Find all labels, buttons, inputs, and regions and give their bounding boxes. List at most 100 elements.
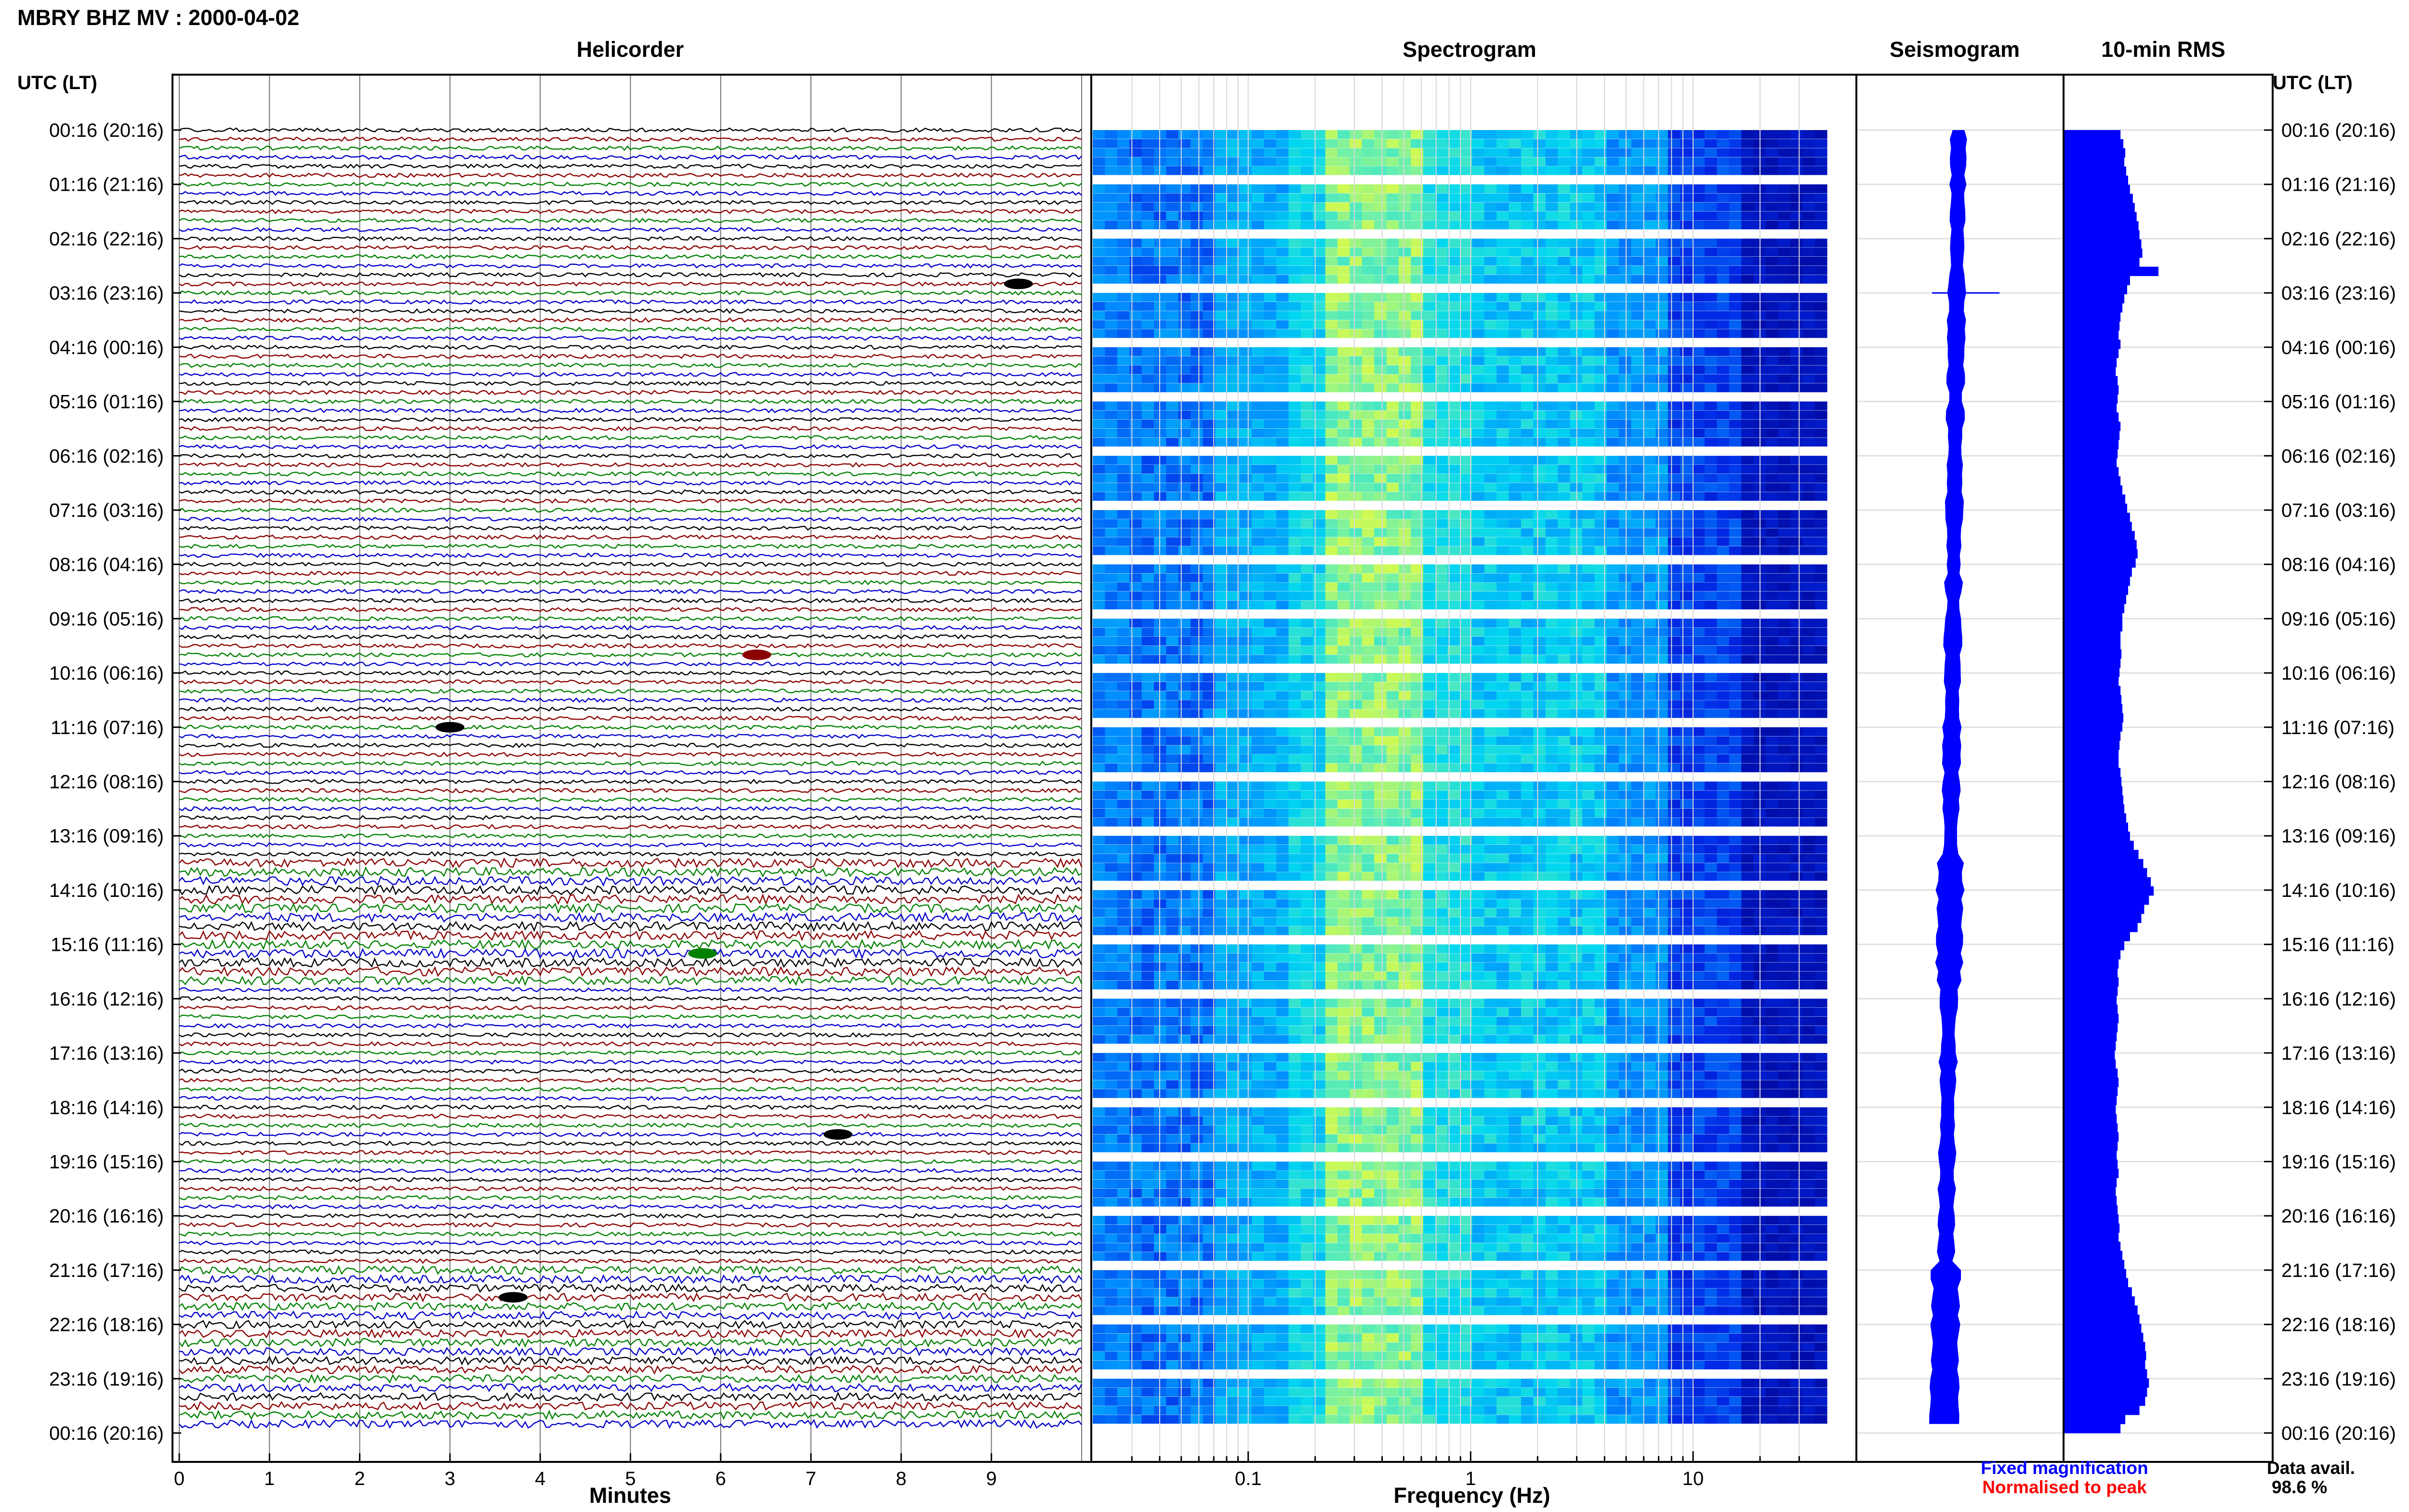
rms-bar (2064, 294, 2125, 303)
helicorder-trace-line (179, 127, 1082, 133)
helicorder-trace-line (179, 344, 1082, 350)
rms-bar (2064, 1150, 2117, 1160)
helicorder-trace-line (179, 911, 1082, 923)
spectrogram-row (1093, 645, 1827, 655)
rms-bar (2064, 722, 2123, 732)
rms-bar (2064, 585, 2128, 595)
data-availability-value: 98.6 % (2272, 1477, 2327, 1497)
helicorder-trace-line (179, 398, 1082, 405)
helicorder-trace-line (179, 299, 1082, 305)
helicorder-trace-line (179, 815, 1082, 821)
helicorder-trace-line (179, 1114, 1082, 1119)
rms-bar (2064, 184, 2130, 194)
rms-bar (2064, 567, 2132, 577)
time-label-right: 10:16 (06:16) (2281, 663, 2396, 684)
rms-bar (2064, 777, 2122, 787)
spectrogram-row (1093, 1071, 1827, 1080)
rms-bar (2064, 385, 2119, 395)
helicorder-event (688, 948, 717, 959)
helicorder-trace-line (179, 1346, 1082, 1357)
helicorder-trace-line (179, 489, 1082, 495)
spectrogram-row (1093, 700, 1827, 709)
spectrogram-row (1093, 211, 1827, 221)
time-label-right: 08:16 (04:16) (2281, 554, 2396, 576)
rms-bar (2064, 412, 2119, 422)
spectrogram-row (1093, 139, 1827, 148)
time-label-left: 08:16 (04:16) (49, 554, 164, 576)
helicorder-trace-line (179, 778, 1082, 785)
helicorder-trace-line (179, 1195, 1082, 1201)
spectrogram-row (1093, 1252, 1827, 1261)
time-label-left: 13:16 (09:16) (49, 826, 164, 847)
rms-bar (2064, 977, 2119, 987)
helicorder-trace-line (179, 145, 1082, 151)
rms-bar (2064, 330, 2119, 340)
helicorder-trace-line (179, 1365, 1082, 1375)
spectrogram-row (1093, 374, 1827, 383)
helicorder-trace-line (179, 209, 1082, 214)
minute-tick-label: 1 (264, 1468, 275, 1489)
helicorder-trace-line (179, 788, 1082, 793)
time-label-right: 11:16 (07:16) (2281, 717, 2395, 738)
spectrogram-row (1093, 1107, 1827, 1117)
spectrogram-row (1093, 1116, 1827, 1125)
rms-bar (2064, 1141, 2118, 1151)
time-label-left: 03:16 (23:16) (49, 283, 164, 304)
helicorder-trace-line (179, 272, 1082, 278)
rms-bar (2064, 1360, 2145, 1370)
helicorder-trace-line (179, 1032, 1082, 1038)
rms-bar (2064, 913, 2142, 923)
spectrogram-row (1093, 257, 1827, 266)
rms-bar (2064, 203, 2135, 212)
panel-frame (2063, 74, 2274, 1463)
spectrogram-row (1093, 293, 1827, 302)
seismogram-heading: Seismogram (1890, 37, 2020, 62)
time-label-right: 14:16 (10:16) (2281, 880, 2396, 901)
rms-bar (2064, 1406, 2140, 1415)
helicorder-trace-line (179, 930, 1082, 941)
helicorder-trace-line (179, 842, 1082, 848)
time-label-left: 21:16 (17:16) (49, 1260, 164, 1281)
rms-bar (2064, 922, 2138, 933)
helicorder-trace-line (179, 1301, 1082, 1312)
helicorder-trace-line (179, 598, 1082, 604)
time-label-right: 04:16 (00:16) (2281, 337, 2396, 358)
helicorder-trace-line (179, 1328, 1082, 1339)
helicorder-trace-line (179, 326, 1082, 332)
rms-bar (2064, 886, 2154, 896)
spectrogram-row (1093, 1089, 1827, 1098)
helicorder-trace-line (179, 986, 1082, 993)
rms-bar (2064, 804, 2125, 814)
helicorder-trace-line (179, 543, 1082, 549)
time-label-left: 09:16 (05:16) (49, 608, 164, 630)
spectrogram-image (1093, 130, 1827, 1424)
rms-bar (2064, 340, 2121, 349)
helicorder-trace-line (179, 866, 1082, 878)
time-label-left: 22:16 (18:16) (49, 1315, 164, 1336)
minute-tick-label: 2 (354, 1468, 365, 1489)
time-label-right: 02:16 (22:16) (2281, 228, 2396, 250)
helicorder-trace-line (179, 444, 1082, 449)
rms-bar (2064, 1369, 2147, 1379)
helicorder-trace-line (179, 679, 1082, 685)
helicorder-trace-line (179, 1204, 1082, 1210)
rms-bar (2064, 649, 2122, 659)
rms-bar (2064, 1241, 2121, 1251)
spectrogram-row (1093, 872, 1827, 881)
helicorder-trace-line (179, 824, 1082, 829)
time-label-right: 19:16 (15:16) (2281, 1151, 2396, 1172)
spectrogram-row (1093, 1053, 1827, 1062)
rms-bar (2064, 1123, 2118, 1133)
rms-bar (2064, 1214, 2119, 1224)
spectrogram-heading: Spectrogram (1403, 37, 1536, 62)
spectrogram-row (1093, 790, 1827, 800)
rms-bar (2064, 640, 2121, 650)
seismogram-trace (1929, 130, 1999, 1424)
helicorder-trace-line (179, 1265, 1082, 1275)
helicorder-trace-line (179, 1258, 1082, 1264)
rms-bar (2064, 786, 2123, 796)
helicorder-trace-line (179, 902, 1082, 914)
rms-bar (2064, 458, 2117, 468)
helicorder-trace-line (179, 1131, 1082, 1137)
time-label-left: 12:16 (08:16) (49, 772, 164, 793)
